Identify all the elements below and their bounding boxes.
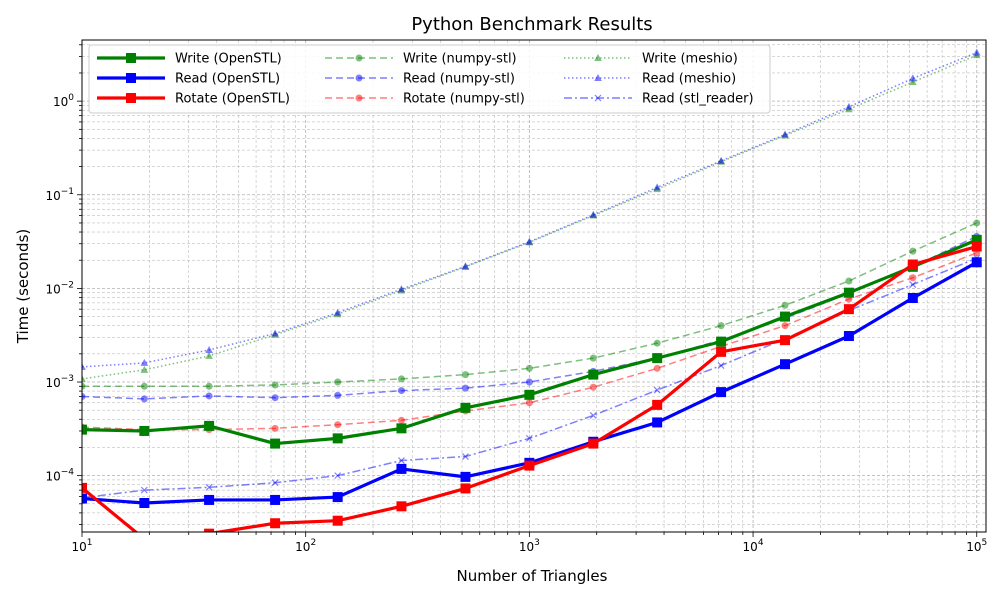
data-point	[588, 439, 598, 449]
data-point	[780, 312, 790, 322]
data-point	[654, 365, 661, 372]
data-point	[782, 322, 789, 329]
data-point	[844, 304, 854, 314]
legend-label: Write (numpy-stl)	[403, 52, 517, 67]
data-point	[526, 399, 533, 406]
data-point	[718, 322, 725, 329]
data-point	[844, 331, 854, 341]
data-point	[909, 248, 916, 255]
chart-title: Python Benchmark Results	[411, 14, 652, 35]
data-point	[396, 464, 406, 474]
data-point	[206, 392, 213, 399]
data-point	[462, 385, 469, 392]
data-point	[334, 421, 341, 428]
data-point	[141, 395, 148, 402]
data-point	[139, 426, 149, 436]
data-point	[845, 277, 852, 284]
data-point	[270, 495, 280, 505]
data-point	[396, 501, 406, 511]
data-point	[780, 335, 790, 345]
legend-label: Rotate (OpenSTL)	[175, 92, 290, 107]
legend: Write (OpenSTL) Read (OpenSTL) Rotate (Ope…	[89, 45, 770, 113]
data-point	[204, 495, 214, 505]
legend-label: Write (meshio)	[642, 52, 738, 67]
data-point	[334, 392, 341, 399]
data-point	[204, 421, 214, 431]
data-point	[908, 259, 918, 269]
data-point	[333, 516, 343, 526]
data-point	[206, 383, 213, 390]
data-point	[460, 472, 470, 482]
data-point	[141, 383, 148, 390]
data-point	[396, 423, 406, 433]
legend-label: Read (stl_reader)	[642, 92, 754, 107]
legend-label: Read (meshio)	[642, 72, 736, 87]
data-point	[272, 425, 279, 432]
data-point	[972, 242, 982, 252]
legend-label: Write (OpenSTL)	[175, 52, 282, 67]
data-point	[590, 384, 597, 391]
data-point	[973, 219, 980, 226]
data-point	[139, 498, 149, 508]
legend-marker	[356, 95, 363, 102]
data-point	[654, 340, 661, 347]
legend-marker	[126, 53, 136, 63]
data-point	[780, 359, 790, 369]
data-point	[588, 370, 598, 380]
data-point	[652, 353, 662, 363]
legend-label: Read (OpenSTL)	[175, 72, 280, 87]
data-point	[272, 394, 279, 401]
data-point	[908, 293, 918, 303]
data-point	[909, 274, 916, 281]
legend-marker	[356, 55, 363, 62]
data-point	[526, 365, 533, 372]
data-point	[270, 439, 280, 449]
data-point	[716, 387, 726, 397]
data-point	[272, 381, 279, 388]
data-point	[334, 379, 341, 386]
x-axis-label: Number of Triangles	[457, 567, 608, 585]
legend-label: Read (numpy-stl)	[403, 72, 515, 87]
legend-label: Rotate (numpy-stl)	[403, 92, 525, 107]
data-point	[972, 257, 982, 267]
legend-marker	[126, 93, 136, 103]
data-point	[333, 433, 343, 443]
data-point	[524, 390, 534, 400]
legend-marker	[356, 75, 363, 82]
data-point	[460, 403, 470, 413]
data-point	[844, 288, 854, 298]
data-point	[398, 417, 405, 424]
data-point	[524, 461, 534, 471]
data-point	[462, 371, 469, 378]
data-point	[333, 492, 343, 502]
data-point	[270, 518, 280, 528]
data-point	[526, 379, 533, 386]
data-point	[782, 302, 789, 309]
y-axis-label: Time (seconds)	[14, 229, 32, 345]
data-point	[716, 337, 726, 347]
data-point	[716, 347, 726, 357]
data-point	[652, 417, 662, 427]
legend-marker	[126, 73, 136, 83]
data-point	[398, 375, 405, 382]
data-point	[398, 387, 405, 394]
data-point	[652, 400, 662, 410]
data-point	[460, 483, 470, 493]
data-point	[590, 355, 597, 362]
